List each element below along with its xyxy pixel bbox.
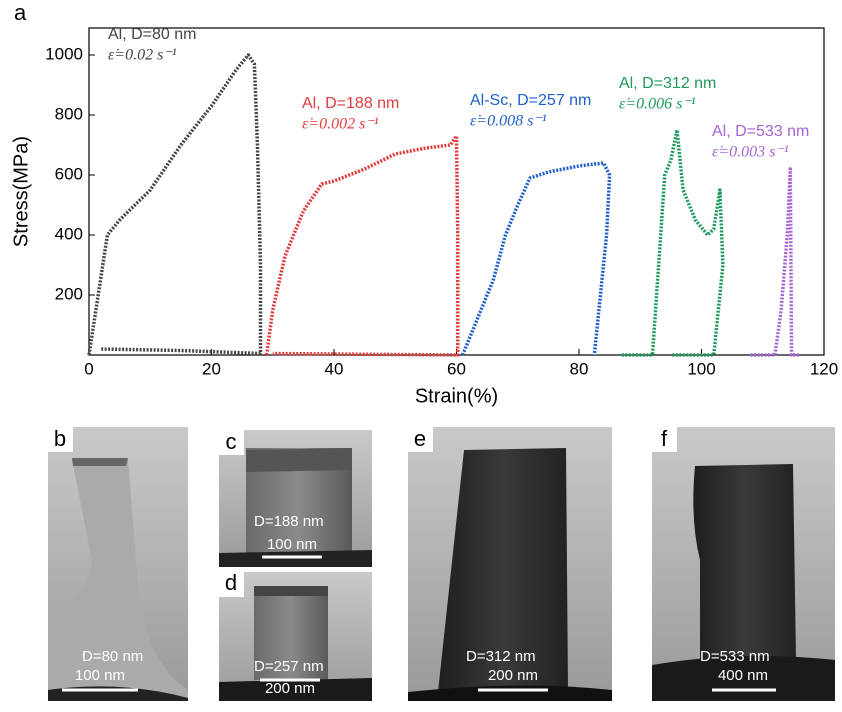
- y-tick-label: 200: [55, 284, 83, 303]
- image-panel: e D=312 nm 200 nm: [408, 426, 612, 701]
- strain-rate-label: ε̇=0.002 s⁻¹: [302, 116, 379, 133]
- scale-label: 100 nm: [267, 536, 317, 553]
- panel-label: a: [14, 0, 27, 25]
- x-tick-label: 20: [202, 359, 221, 378]
- panel-label: e: [414, 426, 426, 451]
- x-tick-label: 60: [447, 359, 466, 378]
- diameter-label: D=533 nm: [700, 648, 770, 665]
- legend-label: Al, D=312 nm: [619, 75, 716, 92]
- y-tick-label: 600: [55, 164, 83, 183]
- strain-rate-label: ε̇=0.006 s⁻¹: [619, 96, 696, 113]
- scale-label: 100 nm: [75, 667, 125, 684]
- x-tick-label: 120: [810, 359, 838, 378]
- scale-label: 200 nm: [265, 680, 315, 697]
- strain-rate-label: ε̇=0.008 s⁻¹: [470, 113, 547, 130]
- diameter-label: D=257 nm: [254, 658, 324, 675]
- image-panel: c D=188 nm 100 nm: [219, 429, 372, 567]
- panel-label: f: [661, 426, 668, 451]
- y-tick-label: 800: [55, 104, 83, 123]
- image-panel: f D=533 nm 400 nm: [652, 426, 835, 701]
- panel-label: d: [225, 570, 237, 595]
- stress-strain-curve: [463, 163, 610, 355]
- stress-strain-curve: [622, 130, 723, 355]
- image-panel: b D=80 nm 100 nm: [48, 426, 188, 701]
- diameter-label: D=80 nm: [82, 648, 143, 665]
- y-axis-label: Stress(MPa): [10, 136, 32, 247]
- scale-label: 200 nm: [488, 667, 538, 684]
- stress-strain-curve: [267, 136, 458, 355]
- y-tick-label: 400: [55, 224, 83, 243]
- legend-label: Al, D=188 nm: [302, 95, 399, 112]
- x-tick-label: 80: [570, 359, 589, 378]
- strain-rate-label: ε̇=0.02 s⁻¹: [108, 47, 177, 64]
- x-tick-label: 0: [84, 359, 93, 378]
- diameter-label: D=312 nm: [466, 648, 536, 665]
- stress-strain-curve: [751, 169, 800, 355]
- panel-label: b: [54, 426, 66, 451]
- stress-strain-curve: [89, 55, 261, 355]
- strain-rate-label: ε̇=0.003 s⁻¹: [712, 144, 789, 161]
- y-tick-label: 1000: [45, 44, 83, 63]
- diameter-label: D=188 nm: [254, 513, 324, 530]
- scale-label: 400 nm: [718, 667, 768, 684]
- legend-label: Al, D=533 nm: [712, 123, 809, 140]
- x-axis-label: Strain(%): [415, 385, 498, 407]
- x-tick-label: 40: [325, 359, 344, 378]
- x-tick-label: 100: [687, 359, 715, 378]
- legend-label: Al-Sc, D=257 nm: [470, 92, 591, 109]
- panel-label: c: [226, 429, 237, 454]
- figure: a b D=80 nm 100 nm c D=188 nm 100 nm d D…: [0, 0, 842, 707]
- image-panel: d D=257 nm 200 nm: [219, 570, 372, 701]
- legend-label: Al, D=80 nm: [108, 26, 196, 43]
